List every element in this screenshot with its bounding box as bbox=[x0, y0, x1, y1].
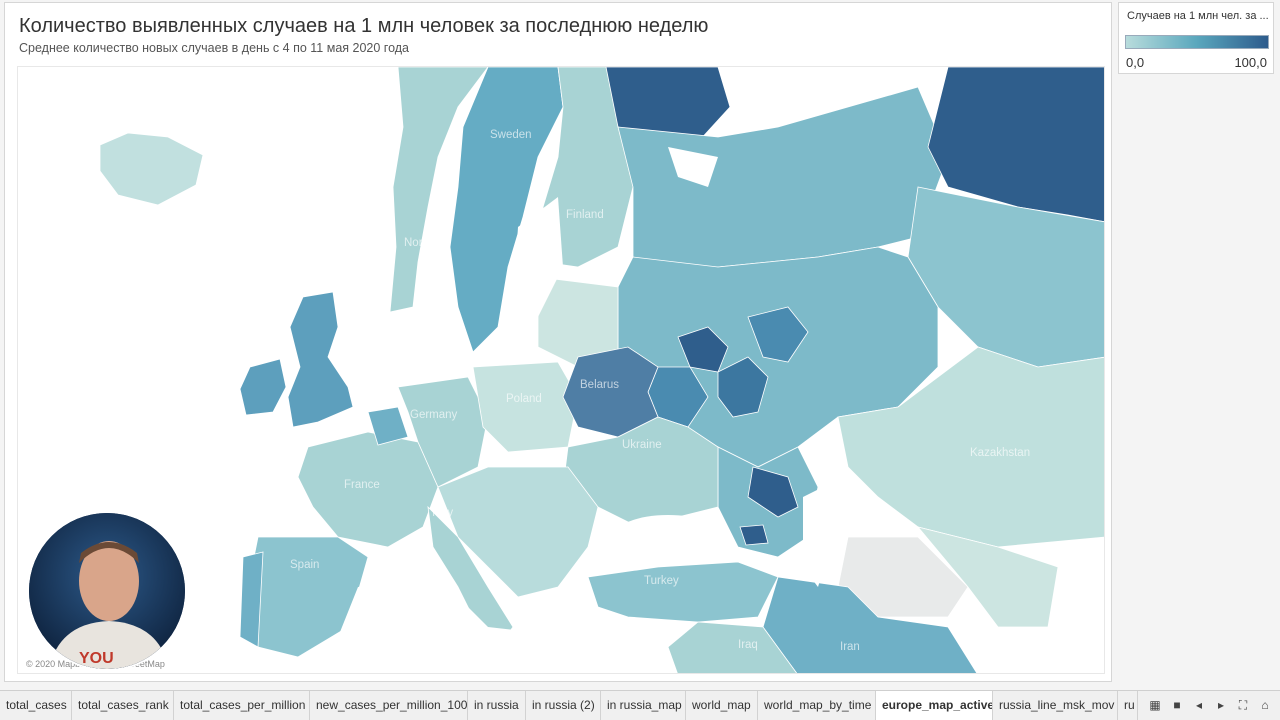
viz-frame: Количество выявленных случаев на 1 млн ч… bbox=[4, 2, 1112, 682]
choropleth-map[interactable]: Sweden Finland Norway Belarus Poland Ger… bbox=[17, 66, 1105, 674]
filmstrip-icon[interactable]: ■ bbox=[1173, 698, 1181, 712]
sheet-tab-europe-map-active[interactable]: europe_map_active bbox=[876, 691, 993, 720]
label-poland: Poland bbox=[506, 393, 542, 405]
fullscreen-icon[interactable]: ⛶ bbox=[1238, 698, 1248, 712]
sheet-tab-bar: total_cases total_cases_rank total_cases_p… bbox=[0, 690, 1280, 720]
region-ireland[interactable] bbox=[239, 358, 287, 416]
sheet-sorter-icon[interactable]: ▦ bbox=[1149, 698, 1161, 712]
webcam-overlay: YOU bbox=[29, 513, 185, 669]
label-belarus: Belarus bbox=[580, 379, 619, 391]
sheet-tab-ru[interactable]: ru bbox=[1118, 691, 1138, 720]
label-italy: Italy bbox=[432, 507, 454, 519]
region-portugal[interactable] bbox=[239, 551, 264, 648]
map-svg[interactable] bbox=[18, 67, 1105, 674]
label-ukraine: Ukraine bbox=[622, 439, 662, 451]
prev-sheet-icon[interactable]: ◂ bbox=[1195, 698, 1203, 712]
sheet-tab-russia-line-msk-mov[interactable]: russia_line_msk_mov bbox=[993, 691, 1118, 720]
label-iraq: Iraq bbox=[738, 639, 758, 651]
label-kazakhstan: Kazakhstan bbox=[970, 447, 1031, 459]
region-dagestan[interactable] bbox=[739, 524, 769, 546]
region-nizhny[interactable] bbox=[747, 306, 809, 363]
region-uzbekistan[interactable] bbox=[916, 526, 1059, 628]
region-norway[interactable] bbox=[389, 67, 489, 313]
label-iran: Iran bbox=[840, 641, 860, 653]
presentation-icon[interactable]: ⌂ bbox=[1261, 698, 1269, 712]
dashboard: Количество выявленных случаев на 1 млн ч… bbox=[0, 0, 1280, 690]
region-germany[interactable] bbox=[397, 376, 489, 488]
label-france: France bbox=[344, 479, 380, 491]
sheet-tab-total-cases-per-million[interactable]: total_cases_per_million bbox=[174, 691, 310, 720]
region-moscow-oblast[interactable] bbox=[717, 356, 769, 418]
region-volgograd[interactable] bbox=[747, 466, 799, 518]
region-balkans[interactable] bbox=[437, 466, 599, 598]
legend-min-label: 0,0 bbox=[1126, 55, 1145, 70]
legend-gradient-bar bbox=[1125, 35, 1269, 49]
color-legend[interactable]: Случаев на 1 млн чел. за ... 0,0 100,0 bbox=[1118, 2, 1274, 74]
label-sweden: Sweden bbox=[490, 129, 532, 141]
label-spain: Spain bbox=[290, 559, 320, 571]
viz-subtitle: Среднее количество новых случаев в день … bbox=[19, 41, 409, 55]
label-turkey: Turkey bbox=[644, 575, 679, 587]
viz-title: Количество выявленных случаев на 1 млн ч… bbox=[19, 15, 709, 37]
sheet-tab-in-russia-2-[interactable]: in russia (2) bbox=[526, 691, 601, 720]
region-moscow[interactable] bbox=[677, 326, 729, 373]
sheet-tab-total-cases[interactable]: total_cases bbox=[0, 691, 72, 720]
label-norway: Norway bbox=[404, 237, 443, 249]
region-uk[interactable] bbox=[287, 291, 354, 428]
sheet-tab-in-russia[interactable]: in russia bbox=[468, 691, 526, 720]
sheet-tab-in-russia-map[interactable]: in russia_map bbox=[601, 691, 686, 720]
region-iceland[interactable] bbox=[99, 132, 204, 206]
sheet-tab-total-cases-rank[interactable]: total_cases_rank bbox=[72, 691, 174, 720]
region-turkey[interactable] bbox=[587, 561, 779, 623]
svg-text:YOU: YOU bbox=[79, 650, 114, 667]
label-finland: Finland bbox=[566, 209, 604, 221]
sheet-tab-world-map-by-time[interactable]: world_map_by_time bbox=[758, 691, 876, 720]
legend-max-label: 100,0 bbox=[1234, 55, 1267, 70]
sheet-tab-new-cases-per-million-100[interactable]: new_cases_per_million_100 bbox=[310, 691, 468, 720]
label-germany: Germany bbox=[410, 409, 458, 421]
region-belarus[interactable] bbox=[562, 346, 659, 438]
region-iraq[interactable] bbox=[667, 621, 798, 674]
sheet-tab-world-map[interactable]: world_map bbox=[686, 691, 758, 720]
next-sheet-icon[interactable]: ▸ bbox=[1217, 698, 1225, 712]
legend-title: Случаев на 1 млн чел. за ... bbox=[1127, 10, 1269, 22]
region-benelux[interactable] bbox=[367, 406, 409, 446]
